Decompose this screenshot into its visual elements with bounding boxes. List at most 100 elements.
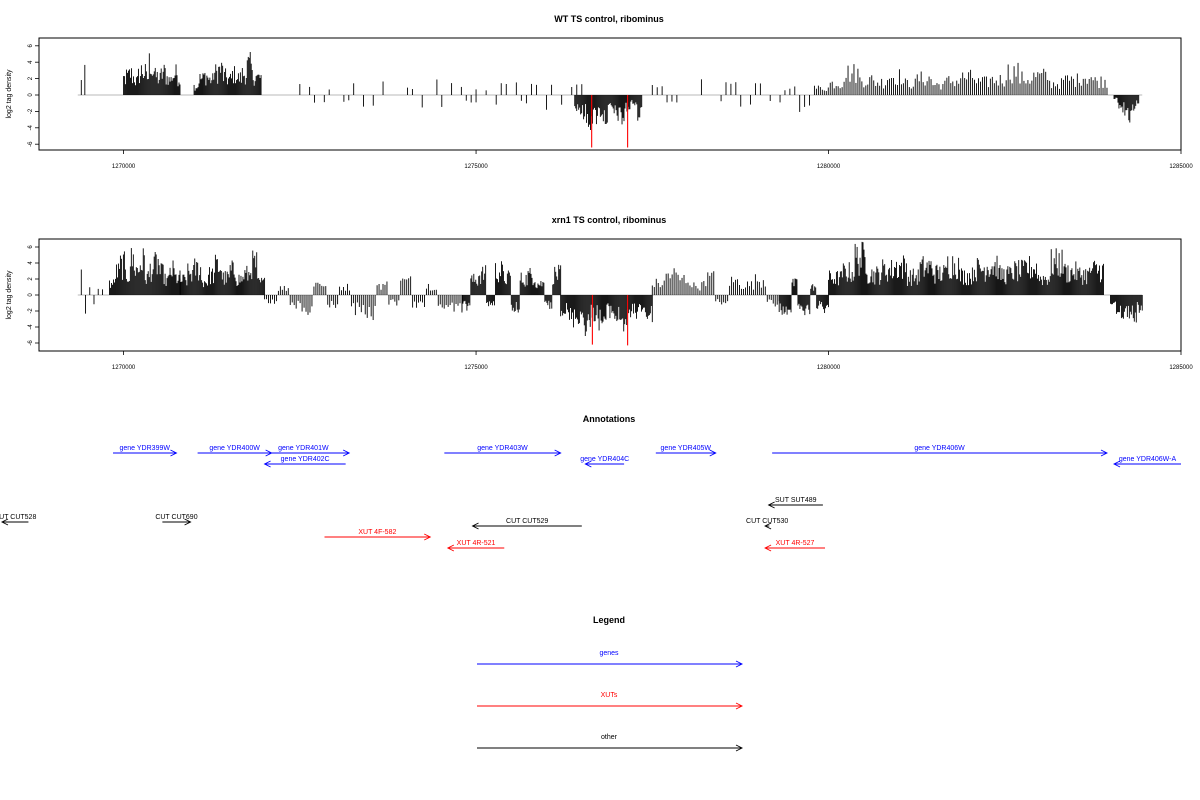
wt-x-axis: 1270000 1275000 1280000 1285000 xyxy=(112,150,1193,170)
feature-label: gene YDR406W xyxy=(914,445,965,452)
feature-label: CUT CUT528 xyxy=(0,514,36,521)
wt-y-axis-label: log2 tag density xyxy=(6,69,13,119)
feature-label: gene YDR401W xyxy=(278,445,329,452)
feature-arrow-head xyxy=(0,518,9,526)
annotation-feature: gene YDR401W xyxy=(257,445,351,457)
annotation-feature: SUT SUT489 xyxy=(767,497,823,509)
x-tick-label: 1275000 xyxy=(464,164,488,170)
y-tick-label: -6 xyxy=(28,141,34,147)
legend-label: genes xyxy=(599,650,619,657)
annotation-feature: CUT CUT530 xyxy=(746,518,788,530)
feature-label: XUT 4R-521 xyxy=(457,540,496,547)
y-tick-label: -2 xyxy=(28,108,34,114)
y-tick-label: -4 xyxy=(28,124,34,130)
feature-label: gene YDR400W xyxy=(209,445,260,452)
x-tick-label: 1270000 xyxy=(112,365,136,371)
y-tick-label: -2 xyxy=(28,308,34,314)
annotation-feature: gene YDR406W-A xyxy=(1113,456,1181,468)
legend-label: other xyxy=(601,734,618,741)
annotation-feature: XUT 4R-527 xyxy=(764,540,826,552)
feature-label: XUT 4F-582 xyxy=(358,529,396,536)
legend-panel: Legend genes XUTs other xyxy=(477,615,744,752)
annotations-panel: Annotations gene YDR399W gene YDR400W gene… xyxy=(0,414,1181,552)
feature-label: gene YDR404C xyxy=(580,456,629,463)
y-tick-label: 4 xyxy=(28,60,34,64)
annotation-feature: gene YDR405W xyxy=(655,445,717,457)
legend-item: genes xyxy=(477,650,744,668)
legend-arrow-head xyxy=(735,744,744,752)
annotation-feature: CUT CUT528 xyxy=(0,514,36,526)
annotation-feature: gene YDR399W xyxy=(113,445,178,457)
annotation-features: gene YDR399W gene YDR400W gene YDR401W gene… xyxy=(0,445,1181,552)
legend-arrow-head xyxy=(735,660,744,668)
feature-label: CUT CUT529 xyxy=(506,518,548,525)
feature-arrow-head xyxy=(446,544,455,552)
y-tick-label: 0 xyxy=(28,293,34,297)
xrn1-y-axis-label: log2 tag density xyxy=(6,270,13,320)
annotation-feature: gene YDR402C xyxy=(263,456,346,468)
feature-label: CUT CUT690 xyxy=(155,514,197,521)
wt-density-bars xyxy=(77,52,1143,148)
xrn1-x-axis: 1270000 1275000 1280000 1285000 xyxy=(112,351,1193,371)
legend-title: Legend xyxy=(593,615,625,625)
legend-label: XUTs xyxy=(601,692,618,699)
annotation-feature: XUT 4R-521 xyxy=(446,540,505,552)
wt-track-title: WT TS control, ribominus xyxy=(554,14,664,24)
feature-label: gene YDR402C xyxy=(281,456,330,463)
annotations-title: Annotations xyxy=(583,414,636,424)
feature-arrow-head xyxy=(554,449,562,457)
feature-arrow-head xyxy=(1113,460,1121,468)
y-tick-label: -4 xyxy=(28,324,34,330)
annotation-feature: CUT CUT690 xyxy=(155,514,198,526)
wt-plot-frame xyxy=(38,37,1182,151)
annotation-feature: CUT CUT529 xyxy=(471,518,582,530)
annotation-feature: gene YDR403W xyxy=(444,445,562,457)
feature-arrow-head xyxy=(424,533,432,541)
feature-label: SUT SUT489 xyxy=(775,497,817,504)
feature-arrow-head xyxy=(263,460,271,468)
x-tick-label: 1280000 xyxy=(817,365,841,371)
feature-arrow-head xyxy=(584,460,592,468)
feature-arrow-head xyxy=(764,544,772,552)
annotation-feature: gene YDR406W xyxy=(772,445,1108,457)
feature-label: CUT CUT530 xyxy=(746,518,788,525)
legend-item: XUTs xyxy=(477,692,744,710)
feature-label: XUT 4R-527 xyxy=(776,540,815,547)
x-tick-label: 1280000 xyxy=(817,164,841,170)
annotation-feature: gene YDR400W xyxy=(197,445,273,457)
y-tick-label: 0 xyxy=(28,93,34,97)
feature-label: gene YDR403W xyxy=(477,445,528,452)
xrn1-y-axis: 6 4 2 0 -2 -4 -6 xyxy=(28,245,39,346)
feature-arrow-head xyxy=(471,522,479,530)
feature-arrow-head xyxy=(767,501,775,509)
annotation-feature: XUT 4F-582 xyxy=(324,529,432,541)
feature-arrow-head xyxy=(342,449,351,457)
x-tick-label: 1285000 xyxy=(1169,164,1193,170)
y-tick-label: 4 xyxy=(28,261,34,265)
annotation-feature: gene YDR404C xyxy=(580,456,629,468)
feature-arrow-head xyxy=(170,449,178,457)
x-tick-label: 1285000 xyxy=(1169,365,1193,371)
wt-y-axis: 6 4 2 0 -2 -4 -6 xyxy=(28,43,39,147)
legend-arrow-head xyxy=(735,702,744,710)
feature-label: gene YDR405W xyxy=(661,445,712,452)
y-tick-label: 6 xyxy=(28,43,34,47)
y-tick-label: 2 xyxy=(28,277,34,281)
x-tick-label: 1275000 xyxy=(464,365,488,371)
xrn1-density-bars xyxy=(77,241,1143,346)
xrn1-track-panel: xrn1 TS control, ribominus log2 tag dens… xyxy=(6,215,1193,371)
legend-items: genes XUTs other xyxy=(477,650,744,752)
y-tick-label: 6 xyxy=(28,245,34,249)
feature-arrow-head xyxy=(184,518,192,526)
xrn1-track-title: xrn1 TS control, ribominus xyxy=(552,215,667,225)
wt-track-panel: WT TS control, ribominus log2 tag densit… xyxy=(6,14,1193,170)
y-tick-label: 2 xyxy=(28,76,34,80)
feature-arrow-head xyxy=(709,449,717,457)
feature-label: gene YDR406W-A xyxy=(1119,456,1177,463)
feature-arrow-head xyxy=(764,522,772,530)
feature-label: gene YDR399W xyxy=(120,445,171,452)
legend-item: other xyxy=(477,734,744,752)
x-tick-label: 1270000 xyxy=(112,164,136,170)
feature-arrow-head xyxy=(1100,449,1108,457)
